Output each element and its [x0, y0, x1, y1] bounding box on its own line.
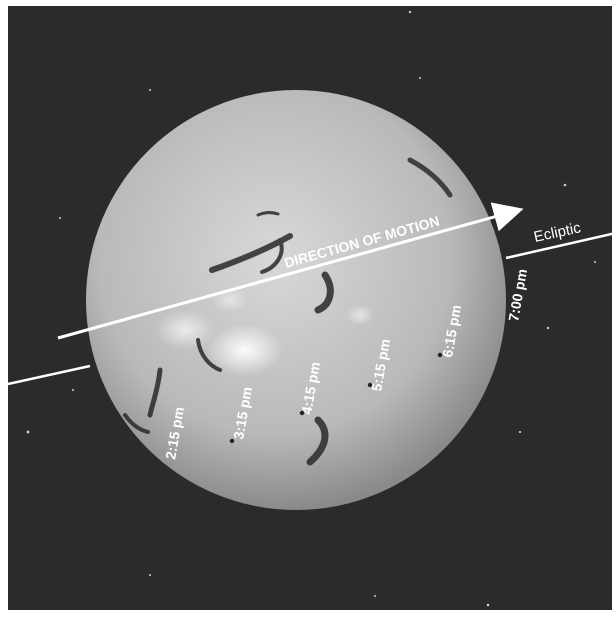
sun-disk — [86, 90, 506, 510]
time-dot-5 — [437, 352, 443, 358]
time-dot-3 — [299, 410, 305, 416]
time-dot-2 — [229, 438, 235, 444]
stars — [26, 10, 596, 607]
time-dot-4 — [367, 382, 373, 388]
direction-arrow — [57, 202, 524, 340]
ecliptic-line-right — [505, 231, 616, 260]
ecliptic-line-left — [7, 364, 91, 386]
